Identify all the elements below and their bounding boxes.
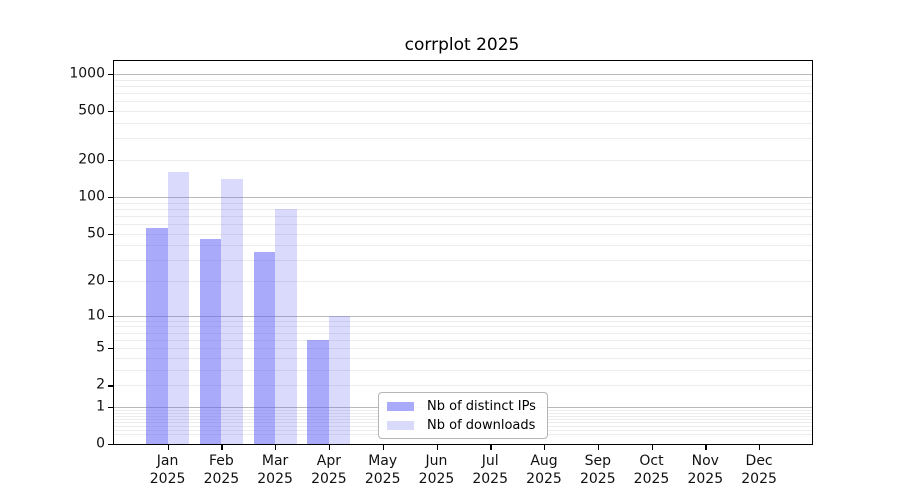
grid-minor-line (114, 369, 812, 371)
x-tick-label: Oct 2025 (633, 453, 670, 488)
x-axis-tick (436, 445, 438, 450)
legend-swatch-distinct-ips-icon (387, 401, 414, 411)
y-tick-label: 1000 (69, 65, 105, 82)
x-axis-tick (167, 445, 169, 450)
y-axis-tick (108, 111, 113, 113)
bar-distinct-ips-feb (199, 239, 222, 444)
y-axis-tick (108, 348, 113, 350)
y-tick-label: 100 (78, 188, 105, 205)
x-axis-tick (705, 445, 707, 450)
bar-downloads-feb (221, 179, 243, 444)
grid-minor-line (114, 339, 812, 341)
x-axis-tick (651, 445, 653, 450)
grid-minor-line (114, 281, 812, 282)
x-tick-label: Sep 2025 (579, 453, 616, 488)
y-axis-tick (108, 406, 113, 409)
x-tick-label: Jan 2025 (149, 453, 186, 488)
x-axis-tick (490, 445, 492, 450)
y-tick-label: 0 (96, 435, 105, 452)
legend-label-distinct-ips: Nb of distinct IPs (427, 398, 536, 414)
grid-minor-line (114, 123, 812, 124)
grid-minor-line (114, 138, 812, 140)
x-axis-tick (544, 445, 546, 450)
y-axis-tick (108, 281, 113, 283)
x-axis-tick (597, 445, 600, 450)
x-tick-label: Jun 2025 (418, 453, 455, 488)
x-tick-label: May 2025 (364, 453, 401, 488)
y-axis-tick (108, 444, 113, 446)
x-tick-label: Nov 2025 (687, 453, 724, 488)
legend-label-downloads: Nb of downloads (427, 417, 536, 433)
grid-minor-line (114, 320, 812, 322)
grid-minor-line (114, 111, 812, 113)
legend: Nb of distinct IPs Nb of downloads (378, 392, 548, 439)
y-tick-label: 20 (87, 272, 105, 289)
grid-minor-line (114, 86, 812, 87)
x-tick-label: Jul 2025 (472, 453, 509, 488)
grid-minor-line (114, 233, 812, 235)
bar-downloads-jan (167, 171, 190, 444)
x-axis-tick (759, 445, 761, 450)
grid-minor-line (114, 160, 812, 161)
grid-minor-line (114, 326, 812, 328)
x-tick-label: Apr 2025 (311, 453, 347, 488)
grid-minor-line (114, 245, 812, 247)
y-axis-tick (108, 74, 113, 76)
bar-distinct-ips-jan (146, 228, 168, 444)
grid-minor-line (114, 215, 812, 217)
grid-major-line (114, 196, 812, 198)
bar-distinct-ips-mar (253, 252, 276, 444)
y-tick-label: 200 (78, 151, 105, 168)
x-axis-tick (221, 445, 223, 450)
legend-swatch-downloads-icon (387, 420, 414, 430)
grid-minor-line (114, 357, 812, 359)
y-tick-label: 5 (96, 339, 105, 356)
x-tick-label: Aug 2025 (526, 453, 562, 488)
grid-minor-line (114, 208, 812, 210)
x-tick-label: Dec 2025 (741, 453, 777, 488)
legend-item-downloads: Nb of downloads (387, 417, 539, 433)
legend-item-distinct-ips: Nb of distinct IPs (387, 398, 539, 414)
plot-area: Nb of distinct IPs Nb of downloads 0 1 2 5 1… (69, 60, 813, 487)
y-axis-tick (108, 196, 113, 199)
y-tick-label: 1 (96, 398, 105, 415)
grid-minor-line (114, 93, 812, 95)
grid-minor-line (114, 332, 812, 334)
bar-downloads-apr (328, 315, 351, 444)
grid-major-line (114, 315, 812, 317)
y-axis-tick (108, 385, 113, 387)
y-axis-tick (108, 160, 113, 162)
y-tick-label: 500 (78, 102, 105, 119)
grid-minor-line (114, 101, 812, 103)
grid-minor-line (114, 223, 812, 225)
x-axis-tick (328, 445, 331, 450)
grid-minor-line (114, 348, 812, 350)
x-axis-tick (275, 445, 277, 450)
grid-minor-line (114, 385, 812, 387)
bar-downloads-mar (275, 208, 297, 444)
x-tick-label: Mar 2025 (257, 453, 293, 488)
bar-distinct-ips-apr (307, 339, 329, 444)
chart-title: corrplot 2025 (404, 35, 520, 55)
grid-major-line (114, 74, 812, 75)
y-axis-tick (108, 233, 113, 235)
y-tick-label: 10 (87, 307, 105, 324)
x-axis-tick (382, 445, 385, 450)
y-axis-tick (108, 315, 113, 317)
y-tick-label: 50 (87, 225, 105, 242)
grid-minor-line (114, 260, 812, 262)
grid-minor-line (114, 79, 812, 81)
x-tick-label: Feb 2025 (203, 453, 240, 488)
grid-minor-line (114, 202, 812, 204)
y-tick-label: 2 (96, 376, 105, 393)
